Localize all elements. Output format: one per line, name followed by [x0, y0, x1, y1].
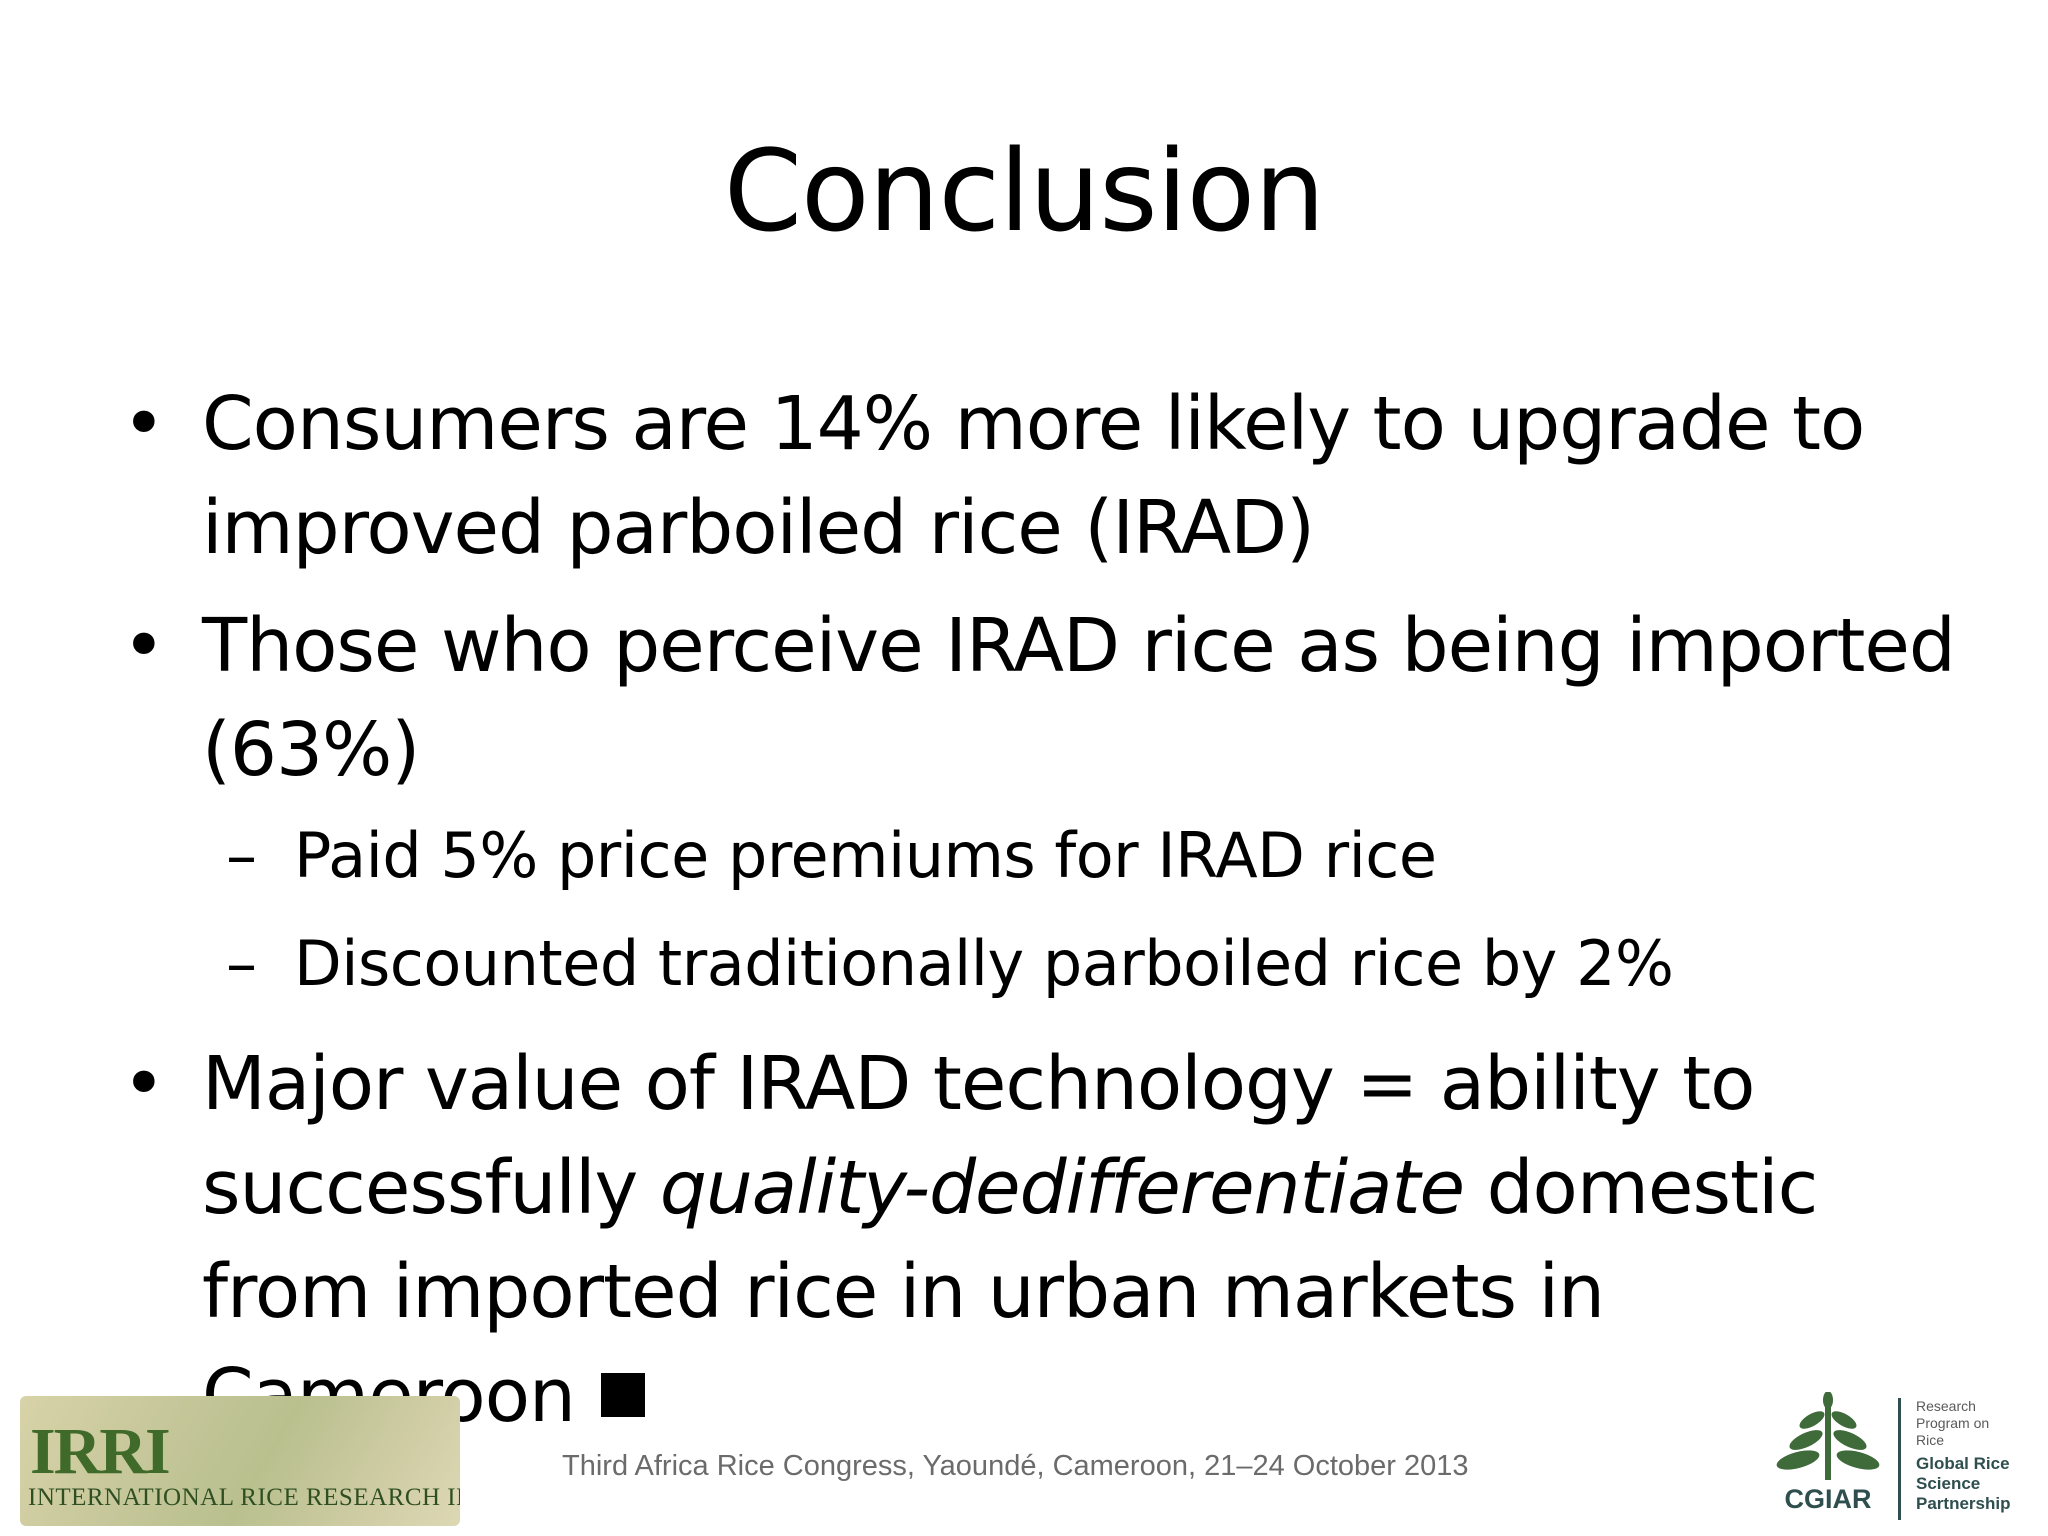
- bullet-list: • Consumers are 14% more likely to upgra…: [122, 372, 1982, 1462]
- sub-bullet-list: – Paid 5% price premiums for IRAD rice –…: [122, 816, 1982, 1004]
- program-label: Research Program on Rice: [1916, 1398, 2026, 1449]
- partnership-line: Global Rice: [1916, 1454, 2010, 1473]
- cgiar-logo: CGIAR Research Program on Rice Global Ri…: [1768, 1392, 2018, 1532]
- bullet-text: Those who perceive IRAD rice as being im…: [202, 603, 1956, 793]
- bullet-glyph: •: [122, 603, 166, 689]
- program-line: Research: [1916, 1398, 1976, 1414]
- bullet-item: • Consumers are 14% more likely to upgra…: [122, 372, 1982, 580]
- bullet-item: • Those who perceive IRAD rice as being …: [122, 594, 1982, 802]
- bullet-text: Consumers are 14% more likely to upgrade…: [202, 381, 1865, 571]
- dash-glyph: –: [226, 927, 257, 1000]
- slide-title: Conclusion: [723, 127, 1325, 257]
- rice-plant-icon: [1776, 1392, 1880, 1480]
- footer-text: Third Africa Rice Congress, Yaoundé, Cam…: [562, 1450, 1469, 1482]
- bullet-text-part: Major value of IRAD technology = ability…: [202, 1041, 1755, 1231]
- logo-divider: [1898, 1398, 1901, 1520]
- bullet-glyph: •: [122, 381, 166, 467]
- sub-bullet-text: Discounted traditionally parboiled rice …: [294, 927, 1674, 1000]
- program-line: Rice: [1916, 1432, 1945, 1448]
- bullet-text: Major value of IRAD technology = ability…: [202, 1041, 1818, 1439]
- dash-glyph: –: [226, 819, 257, 892]
- partnership-line: Partnership: [1916, 1494, 2011, 1513]
- program-line: Program on: [1916, 1415, 1990, 1431]
- bullet-item: • Major value of IRAD technology = abili…: [122, 1032, 1982, 1448]
- sub-bullet-text: Paid 5% price premiums for IRAD rice: [294, 819, 1437, 892]
- sub-bullet-item: – Paid 5% price premiums for IRAD rice: [122, 816, 1982, 896]
- partnership-label: Global Rice Science Partnership: [1916, 1454, 2026, 1514]
- end-square-icon: [600, 1373, 645, 1417]
- irri-logo: IRRI INTERNATIONAL RICE RESEARCH INSTITU…: [20, 1396, 460, 1526]
- partnership-line: Science: [1916, 1474, 1981, 1493]
- bullet-text-italic: quality-dedifferentiate: [659, 1145, 1465, 1231]
- irri-logo-acronym: IRRI: [30, 1415, 171, 1488]
- irri-logo-name: INTERNATIONAL RICE RESEARCH INSTITUTE: [28, 1484, 460, 1511]
- cgiar-logo-text: CGIAR: [1784, 1484, 1872, 1514]
- sub-bullet-item: – Discounted traditionally parboiled ric…: [122, 924, 1982, 1004]
- bullet-glyph: •: [122, 1041, 166, 1127]
